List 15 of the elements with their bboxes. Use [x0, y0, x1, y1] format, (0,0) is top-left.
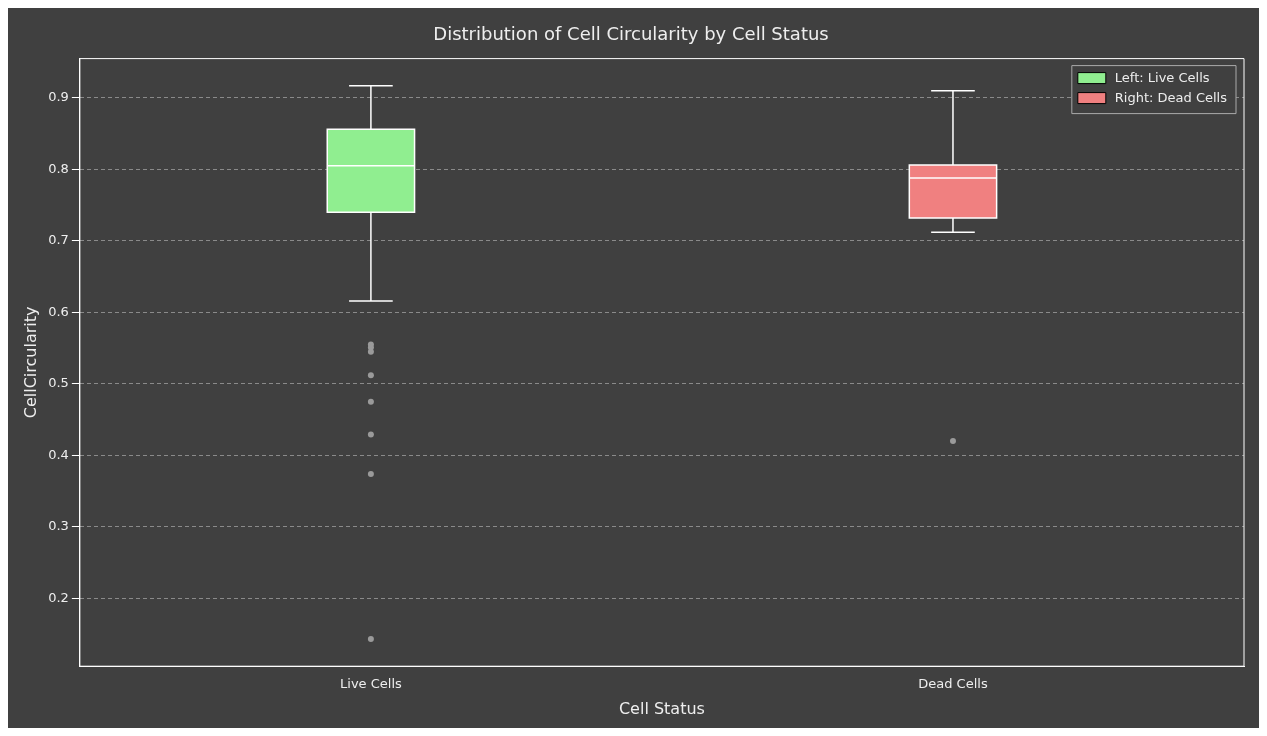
y-tick-label: 0.2: [48, 589, 69, 605]
y-tick-label: 0.5: [48, 375, 69, 391]
legend-label: Right: Dead Cells: [1114, 89, 1228, 105]
y-tick-label: 0.7: [48, 232, 69, 248]
y-axis-title: CellCircularity: [20, 306, 40, 419]
y-tick-label: 0.6: [48, 303, 69, 319]
y-tick-label: 0.3: [48, 518, 69, 534]
y-tick-label: 0.4: [48, 446, 69, 462]
chart-title: Distribution of Cell Circularity by Cell Status: [433, 23, 829, 45]
x-tick-label: Live Cells: [340, 676, 403, 692]
y-tick-label: 0.9: [48, 89, 69, 105]
x-tick-label: Dead Cells: [918, 676, 988, 692]
y-tick-label: 0.8: [48, 160, 69, 176]
x-axis-title: Cell Status: [618, 698, 705, 718]
legend-label: Left: Live Cells: [1114, 69, 1210, 85]
